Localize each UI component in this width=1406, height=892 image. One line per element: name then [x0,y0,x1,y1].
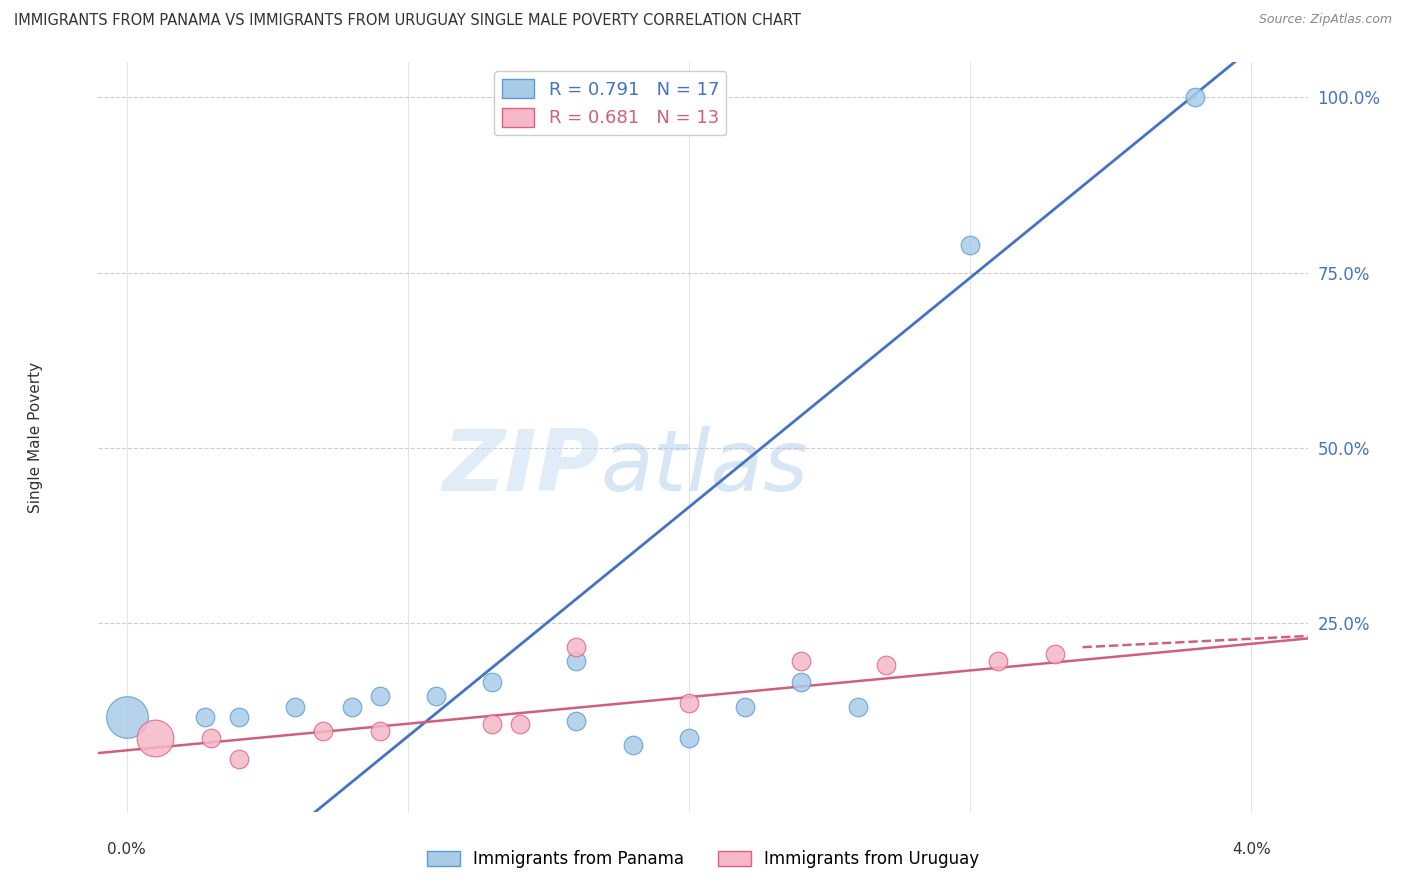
Point [481,717,503,731]
Text: ZIP: ZIP [443,425,600,508]
Point [228,710,250,724]
Point [846,699,869,714]
Text: 0.0%: 0.0% [107,842,146,856]
Text: 4.0%: 4.0% [1232,842,1271,856]
Point [312,724,335,739]
Point [115,710,138,724]
Point [987,654,1010,668]
Legend: R = 0.791   N = 17, R = 0.681   N = 13: R = 0.791 N = 17, R = 0.681 N = 13 [495,71,727,135]
Text: Single Male Poverty: Single Male Poverty [28,361,44,513]
Point [678,731,700,746]
Point [1184,90,1206,104]
Point [734,699,756,714]
Point [194,710,217,724]
Point [875,657,897,672]
Point [790,654,813,668]
Point [143,731,166,746]
Point [200,731,222,746]
Point [790,675,813,690]
Point [565,640,588,655]
Point [959,237,981,252]
Point [1043,647,1066,661]
Point [284,699,307,714]
Point [621,738,644,752]
Point [509,717,531,731]
Point [481,675,503,690]
Text: atlas: atlas [600,425,808,508]
Text: Source: ZipAtlas.com: Source: ZipAtlas.com [1258,13,1392,27]
Point [228,752,250,766]
Point [565,654,588,668]
Point [368,689,391,703]
Point [678,696,700,710]
Point [368,724,391,739]
Text: IMMIGRANTS FROM PANAMA VS IMMIGRANTS FROM URUGUAY SINGLE MALE POVERTY CORRELATIO: IMMIGRANTS FROM PANAMA VS IMMIGRANTS FRO… [14,13,801,29]
Point [425,689,447,703]
Legend: Immigrants from Panama, Immigrants from Uruguay: Immigrants from Panama, Immigrants from … [420,844,986,875]
Point [340,699,363,714]
Point [565,714,588,728]
